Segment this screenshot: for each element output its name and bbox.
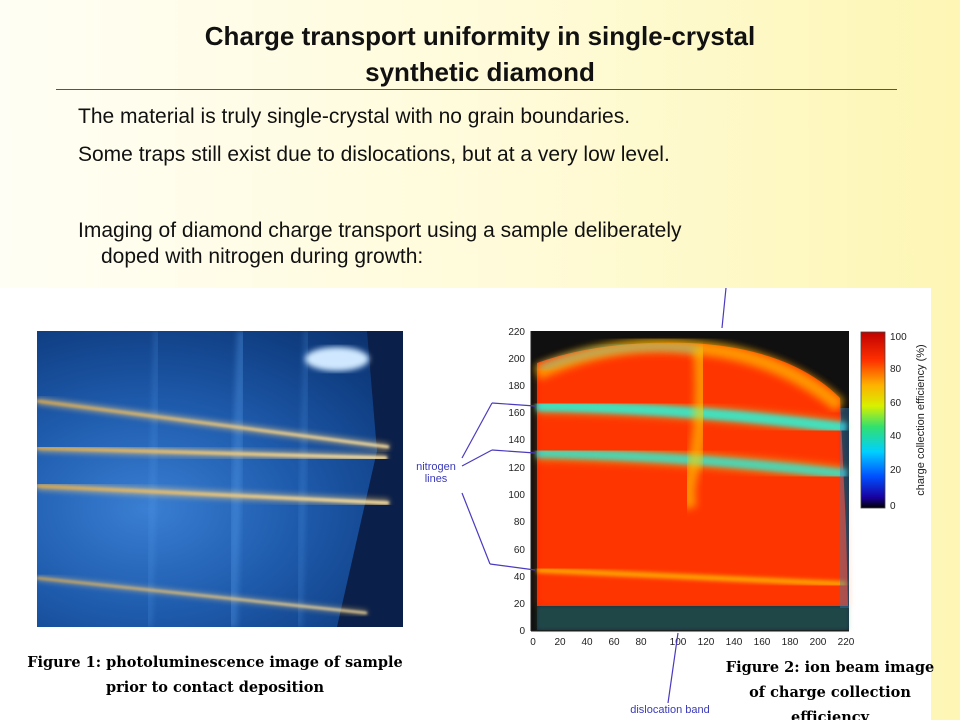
y-tick-60: 60 [514, 545, 526, 556]
title-line-1: Charge transport uniformity in single-cr… [204, 21, 756, 51]
x-tick-0: 0 [530, 637, 536, 648]
y-tick-120: 120 [508, 463, 525, 474]
bullet-imaging-cont: doped with nitrogen during growth: [101, 245, 424, 268]
y-tick-20: 20 [514, 599, 526, 610]
y-tick-180: 180 [508, 381, 525, 392]
slide-title: Charge transport uniformity in single-cr… [60, 18, 900, 90]
x-tick-80: 80 [635, 637, 647, 648]
x-tick-220: 220 [838, 637, 855, 648]
nitrogen-annotation-line1: nitrogen [416, 461, 456, 473]
figure2-caption-line2: of charge collection [749, 684, 911, 701]
figure2-caption-line1: Figure 2: ion beam image [725, 659, 935, 676]
figure1-caption-line1: Figure 1: photoluminescence image of sam… [27, 654, 403, 671]
figure2-caption: Figure 2: ion beam image of charge colle… [700, 655, 960, 720]
photoluminescence-image [37, 331, 403, 627]
title-divider [56, 89, 897, 90]
colorbar-tick-20: 20 [890, 465, 902, 476]
bullet-single-crystal: The material is truly single-crystal wit… [78, 105, 631, 128]
bullet-traps: Some traps still exist due to dislocatio… [78, 143, 670, 166]
figure1-caption: Figure 1: photoluminescence image of sam… [10, 650, 420, 700]
nitrogen-lines-annotation: nitrogen lines [406, 461, 466, 485]
colorbar: 0 20 40 60 80 100 charge collection effi… [860, 331, 927, 512]
title-line-2: synthetic diamond [365, 57, 595, 87]
y-tick-40: 40 [514, 572, 526, 583]
nitrogen-annotation-line2: lines [424, 473, 448, 485]
x-tick-60: 60 [608, 637, 620, 648]
y-tick-100: 100 [508, 490, 525, 501]
y-tick-80: 80 [514, 517, 526, 528]
dislocation-band-annotation: dislocation band [630, 704, 710, 716]
y-tick-140: 140 [508, 435, 525, 446]
y-tick-160: 160 [508, 408, 525, 419]
y-tick-0: 0 [519, 626, 525, 637]
x-tick-120: 120 [698, 637, 715, 648]
x-tick-40: 40 [581, 637, 593, 648]
x-tick-200: 200 [810, 637, 827, 648]
colorbar-tick-80: 80 [890, 364, 902, 375]
y-tick-220: 220 [508, 327, 525, 338]
photoluminescence-drawing [37, 331, 403, 627]
colorbar-label: charge collection efficiency (%) [915, 344, 927, 495]
ion-beam-figure: 0 20 40 60 80 100 120 140 160 180 200 22… [461, 288, 927, 704]
x-tick-100: 100 [670, 637, 687, 648]
bullet-imaging: Imaging of diamond charge transport usin… [78, 219, 682, 242]
colorbar-tick-60: 60 [890, 398, 902, 409]
nitrogen-leader-lines [461, 288, 727, 704]
figure1-caption-line2: prior to contact deposition [105, 679, 325, 696]
colorbar-tick-0: 0 [890, 501, 896, 512]
colorbar-tick-40: 40 [890, 431, 902, 442]
x-tick-140: 140 [726, 637, 743, 648]
figure2-caption-line3: efficiency [791, 709, 869, 720]
x-tick-20: 20 [554, 637, 566, 648]
y-tick-200: 200 [508, 354, 525, 365]
x-axis-ticks: 0 20 40 60 80 100 120 140 160 180 200 22… [530, 637, 855, 648]
colorbar-tick-100: 100 [890, 332, 907, 343]
ion-beam-image [531, 331, 849, 631]
x-tick-160: 160 [754, 637, 771, 648]
x-tick-180: 180 [782, 637, 799, 648]
y-axis-ticks: 0 20 40 60 80 100 120 140 160 180 200 22… [508, 327, 525, 637]
ion-beam-axes [530, 331, 849, 632]
